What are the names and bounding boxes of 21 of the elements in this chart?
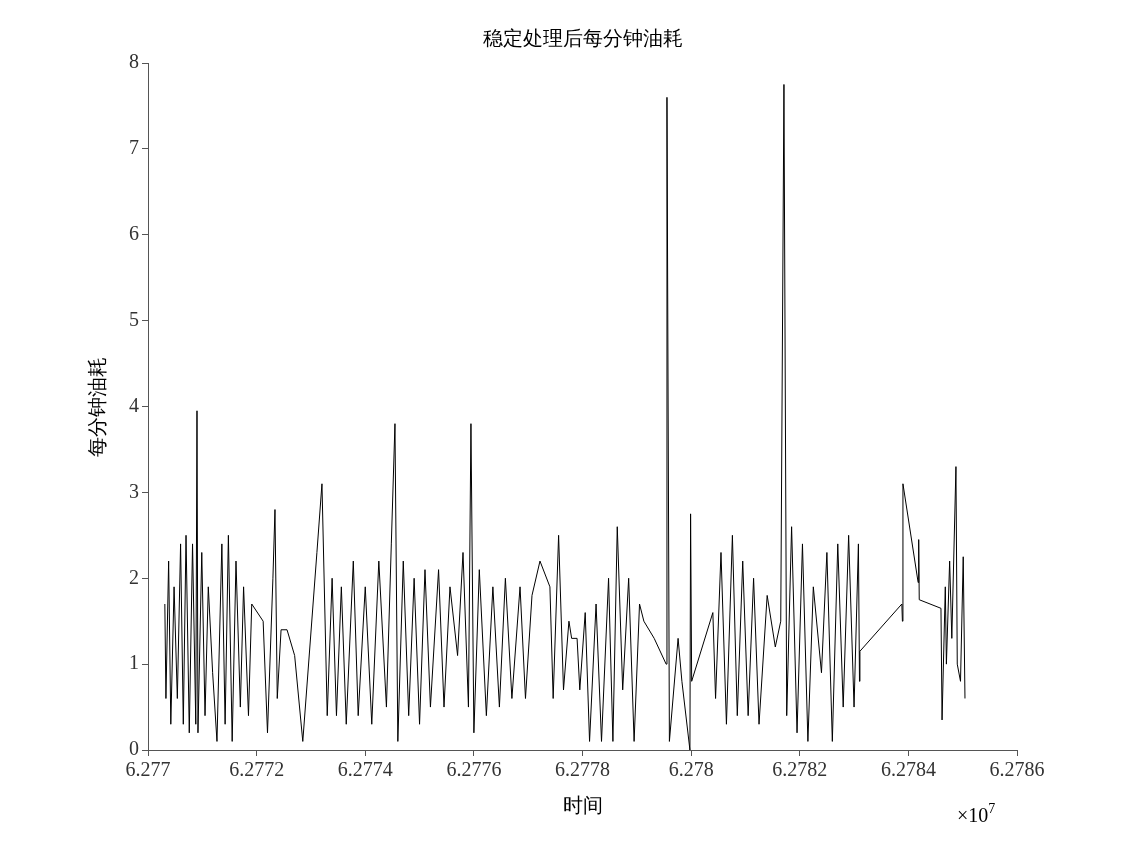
y-tick-label: 1 <box>129 651 139 674</box>
y-tick-label: 0 <box>129 737 139 760</box>
x-axis-title: 时间 <box>562 794 603 816</box>
x-tick-label: 6.2786 <box>989 758 1045 781</box>
x-tick-label: 6.2772 <box>229 758 285 781</box>
y-tick-label: 6 <box>129 222 139 244</box>
y-tick-label: 2 <box>129 565 139 588</box>
chart-title: 稳定处理后每分钟油耗 <box>482 27 683 49</box>
x-tick-label: 6.2776 <box>446 758 502 781</box>
x-tick-label: 6.2784 <box>880 758 936 781</box>
x-tick-label: 6.2782 <box>772 758 828 781</box>
x-tick-label: 6.278 <box>668 758 714 781</box>
y-tick-label: 4 <box>129 393 139 416</box>
x-tick-label: 6.2774 <box>337 758 393 781</box>
y-tick-label: 3 <box>129 479 139 502</box>
x-tick-label: 6.277 <box>125 758 171 781</box>
y-tick-label: 8 <box>129 50 139 73</box>
y-axis-title: 每分钟油耗 <box>86 356 108 457</box>
y-tick-label: 5 <box>129 307 139 330</box>
y-tick-label: 7 <box>129 136 139 159</box>
x-tick-label: 6.2778 <box>555 758 610 781</box>
